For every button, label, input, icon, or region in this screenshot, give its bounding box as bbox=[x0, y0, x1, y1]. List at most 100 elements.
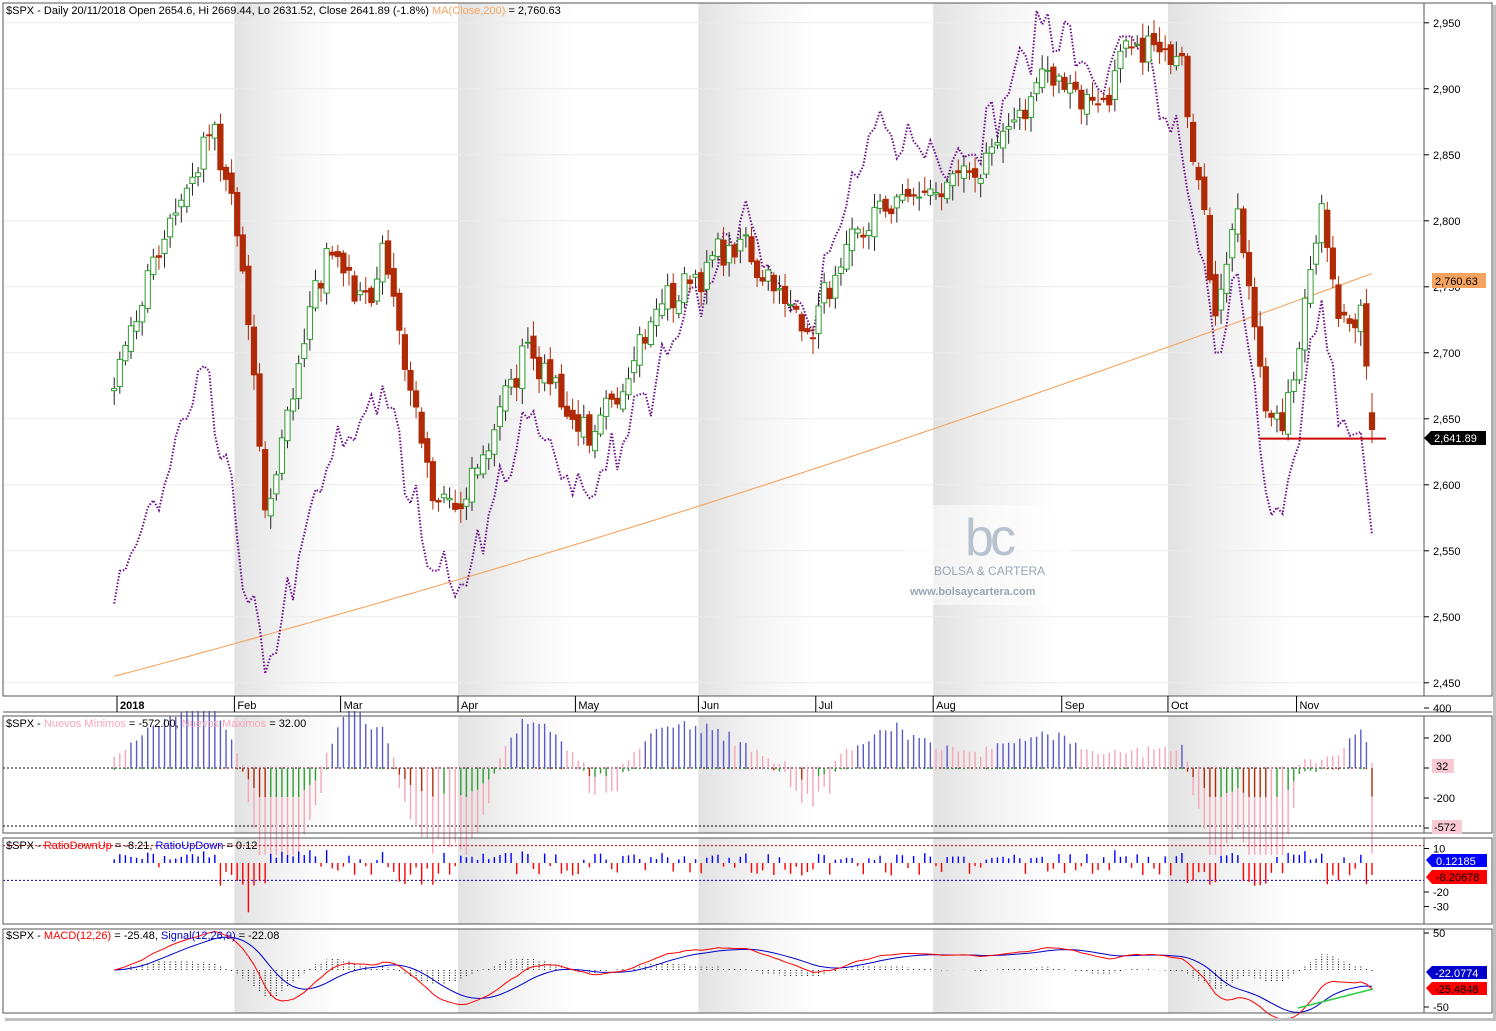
candle-down bbox=[1106, 94, 1113, 106]
candle-up bbox=[591, 431, 599, 452]
svg-text:2,760.63: 2,760.63 bbox=[1435, 276, 1478, 288]
candle-up bbox=[1005, 126, 1012, 130]
candle-up bbox=[709, 255, 716, 261]
candle-down bbox=[222, 166, 230, 180]
month-label: Aug bbox=[936, 700, 956, 712]
candle-up bbox=[1055, 75, 1063, 82]
candle-up bbox=[625, 378, 632, 396]
candle-down bbox=[1262, 366, 1269, 412]
month-band bbox=[234, 3, 341, 696]
candle-up bbox=[178, 199, 185, 208]
candle-up bbox=[1229, 228, 1236, 259]
candle-up bbox=[1033, 82, 1040, 95]
candle-down bbox=[412, 390, 420, 408]
candle-down bbox=[1257, 326, 1264, 367]
candle-up bbox=[737, 238, 744, 252]
month-label: Mar bbox=[344, 700, 363, 712]
price-tick-label: 2,900 bbox=[1433, 84, 1461, 96]
candle-up bbox=[552, 377, 559, 383]
ratio-tick-label: 10 bbox=[1433, 844, 1445, 856]
candle-down bbox=[234, 191, 241, 237]
candle-down bbox=[770, 274, 777, 292]
candle-down bbox=[798, 314, 805, 332]
candle-down bbox=[1195, 166, 1202, 181]
candle-up bbox=[1307, 269, 1314, 304]
candle-up bbox=[960, 165, 968, 179]
candle-down bbox=[804, 328, 811, 333]
candle-down bbox=[1178, 52, 1186, 57]
candle-up bbox=[491, 429, 498, 455]
candle-up bbox=[189, 176, 196, 185]
candle-down bbox=[334, 251, 341, 257]
month-band bbox=[933, 929, 1062, 1013]
candle-down bbox=[1335, 284, 1342, 319]
ma200-badge: 2,760.63 bbox=[1432, 273, 1486, 288]
candle-down bbox=[535, 356, 543, 380]
month-label: May bbox=[578, 700, 599, 712]
candle-up bbox=[899, 194, 906, 201]
candle-up bbox=[854, 228, 861, 234]
candle-down bbox=[938, 193, 945, 198]
candle-up bbox=[776, 288, 783, 291]
candle-down bbox=[206, 134, 213, 137]
candle-up bbox=[267, 497, 274, 517]
candle-up bbox=[603, 397, 610, 417]
candle-up bbox=[692, 273, 699, 278]
candle-down bbox=[1162, 48, 1169, 51]
candle-up bbox=[474, 467, 481, 476]
candle-down bbox=[1156, 41, 1163, 53]
month-band bbox=[575, 716, 699, 833]
candle-down bbox=[575, 414, 582, 432]
candle-down bbox=[698, 272, 705, 293]
watermark-logo: b bbox=[965, 509, 994, 567]
candle-up bbox=[849, 228, 856, 252]
candle-down bbox=[547, 359, 554, 385]
ratio-tick-label: -30 bbox=[1433, 902, 1449, 914]
month-band bbox=[1061, 716, 1168, 833]
candle-down bbox=[1340, 311, 1348, 316]
candle-down bbox=[1100, 97, 1107, 101]
candle-up bbox=[278, 437, 286, 474]
candle-up bbox=[675, 300, 682, 315]
candle-down bbox=[614, 397, 621, 405]
candle-up bbox=[508, 378, 515, 388]
candle-up bbox=[664, 285, 671, 310]
shadow-bottom bbox=[5, 1018, 1496, 1021]
candle-down bbox=[418, 411, 425, 444]
candle-up bbox=[284, 409, 291, 442]
candle-up bbox=[440, 493, 448, 499]
month-band bbox=[933, 838, 1062, 924]
candle-down bbox=[971, 168, 979, 178]
candle-down bbox=[1329, 247, 1336, 280]
candle-down bbox=[670, 282, 677, 309]
svg-text:2,641.89: 2,641.89 bbox=[1434, 433, 1477, 445]
price-tick-label: 2,850 bbox=[1433, 150, 1461, 162]
svg-text:-22.0774: -22.0774 bbox=[1435, 968, 1478, 980]
ratio-tick-label: -20 bbox=[1433, 887, 1449, 899]
candle-down bbox=[1352, 319, 1359, 329]
month-band bbox=[3, 716, 235, 833]
candle-up bbox=[944, 181, 951, 200]
candle-up bbox=[876, 200, 884, 209]
candle-up bbox=[787, 304, 794, 307]
svg-text:-572: -572 bbox=[1434, 822, 1456, 834]
candle-down bbox=[904, 188, 912, 197]
candle-up bbox=[144, 270, 151, 310]
candle-up bbox=[714, 238, 722, 257]
candle-up bbox=[977, 178, 984, 184]
candle-up bbox=[927, 188, 934, 196]
candle-down bbox=[1240, 208, 1247, 254]
candle-down bbox=[608, 393, 615, 400]
breadth-tick-label: 200 bbox=[1433, 733, 1451, 745]
month-band bbox=[698, 716, 816, 833]
candle-up bbox=[1173, 56, 1180, 67]
candle-up bbox=[1357, 304, 1364, 333]
macd-badge: -25.4848 bbox=[1426, 982, 1487, 996]
candle-down bbox=[239, 234, 246, 272]
month-band bbox=[1296, 929, 1424, 1013]
candle-up bbox=[323, 248, 330, 294]
candle-up bbox=[1290, 379, 1297, 393]
price-tick-label: 2,550 bbox=[1433, 546, 1461, 558]
month-label: Feb bbox=[237, 700, 256, 712]
candle-down bbox=[513, 378, 520, 388]
